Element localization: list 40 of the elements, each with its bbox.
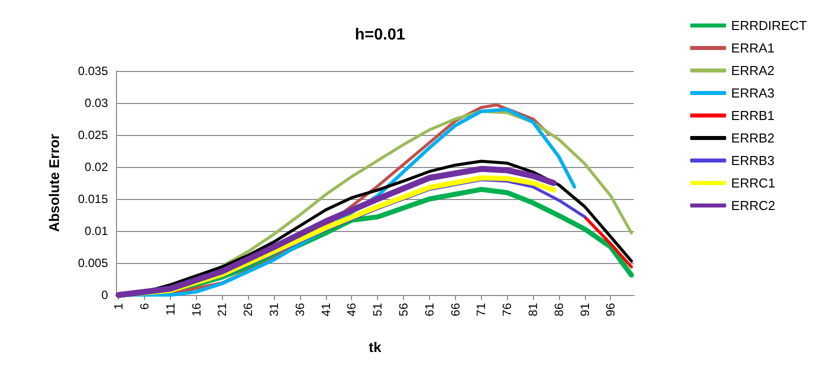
x-tick-label: 96 <box>604 302 618 316</box>
y-tick-label: 0.02 <box>84 160 108 174</box>
x-tick-label: 26 <box>241 302 256 316</box>
x-tick-label: 46 <box>344 302 359 316</box>
legend-label: ERRA1 <box>731 40 775 56</box>
x-tick-label: 31 <box>266 302 281 316</box>
x-tick-label: 66 <box>448 302 462 316</box>
y-tick-label: 0 <box>101 288 108 302</box>
y-tick-label: 0.015 <box>78 192 108 206</box>
y-axis-title: Absolute Error <box>46 133 62 232</box>
legend-label: ERRB3 <box>731 153 775 168</box>
x-tick-label: 51 <box>370 302 385 316</box>
legend-label: ERRB2 <box>731 130 775 146</box>
legend-label: ERRA3 <box>731 86 775 100</box>
x-tick-label: 1 <box>112 302 126 310</box>
legend-label: ERRDIRECT <box>731 18 808 33</box>
legend-label: ERRC2 <box>731 198 776 213</box>
legend-label: ERRB1 <box>731 108 775 123</box>
x-tick-label: 76 <box>500 302 514 316</box>
x-tick-label: 81 <box>526 302 540 316</box>
x-tick-label: 41 <box>318 302 333 316</box>
x-tick-label: 91 <box>578 302 592 316</box>
x-tick-label: 21 <box>215 302 230 316</box>
x-tick-label: 61 <box>422 302 436 316</box>
x-tick-label: 11 <box>163 302 178 316</box>
chart-title: h=0.01 <box>354 26 406 44</box>
x-tick-label: 56 <box>396 302 410 316</box>
legend-label: ERRA2 <box>731 63 775 78</box>
x-tick-label: 71 <box>474 302 488 316</box>
y-tick-label: 0.01 <box>84 224 108 238</box>
x-axis-title: tk <box>368 339 382 355</box>
y-tick-label: 0.025 <box>78 128 108 142</box>
x-tick-label: 36 <box>292 302 307 316</box>
x-tick-label: 6 <box>137 302 152 310</box>
legend-label: ERRC1 <box>731 176 776 190</box>
y-tick-label: 0.03 <box>84 96 108 110</box>
y-tick-label: 0.005 <box>78 256 108 270</box>
x-tick-label: 86 <box>552 302 566 316</box>
y-tick-label: 0.035 <box>78 64 108 78</box>
x-tick-label: 16 <box>189 302 204 316</box>
